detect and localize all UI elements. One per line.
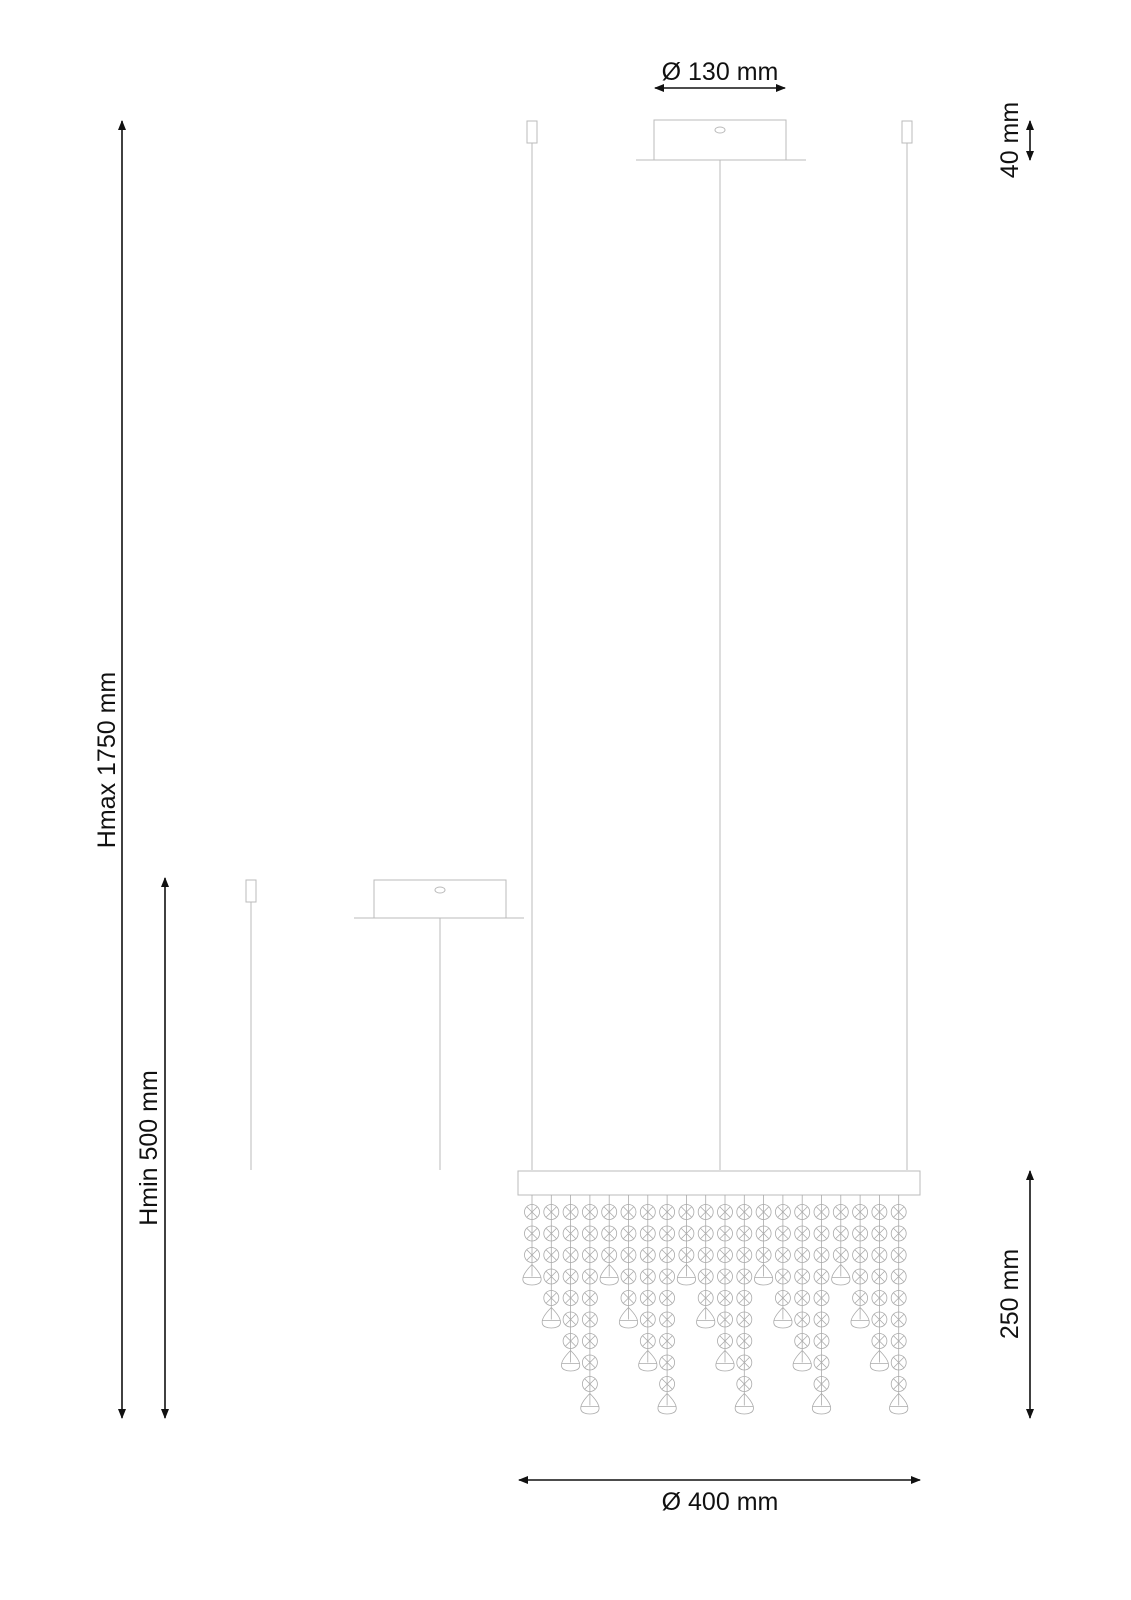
dim-fixture-diameter: Ø 400 mm [518,1476,921,1516]
canopy-diameter-label: Ø 130 mm [662,58,779,86]
crystal-strand [657,1195,677,1415]
crystal-strand [831,1195,851,1286]
dim-height-min: Hmin 500 mm [135,877,169,1419]
dim-canopy-height: 40 mm [996,102,1034,178]
crystal-strand [638,1195,658,1372]
height-min-label: Hmin 500 mm [135,1070,163,1226]
crystal-strand [676,1195,696,1286]
crystal-strand [599,1195,619,1286]
fixture-bar [517,1170,921,1196]
fixture-diameter-label: Ø 400 mm [662,1488,779,1516]
canopy-height-label: 40 mm [996,102,1024,178]
crystal-strand [850,1195,870,1329]
crystal-strand [541,1195,561,1329]
crystal-strands [522,1195,909,1415]
crystal-strand [811,1195,832,1415]
hanger-min [245,879,257,1170]
canopy-min [354,879,524,1170]
crystal-height-label: 250 mm [996,1249,1024,1339]
dim-canopy-diameter: Ø 130 mm [654,58,786,92]
dim-crystal-height: 250 mm [996,1170,1034,1419]
hanger-right-max [901,120,913,1170]
height-max-label: Hmax 1750 mm [93,672,121,848]
hanger-left-max [526,120,538,1170]
crystal-strand [618,1195,639,1329]
crystal-strand [715,1195,735,1372]
dim-height-max: Hmax 1750 mm [93,120,126,1419]
crystal-strand [773,1195,793,1329]
crystal-strand [561,1195,581,1372]
crystal-strand [734,1195,754,1415]
crystal-strand [696,1195,716,1329]
canopy-max [636,119,806,1170]
crystal-strand [792,1195,812,1372]
crystal-strand [869,1195,889,1372]
crystal-strand [754,1195,774,1286]
crystal-strand [580,1195,600,1415]
crystal-strand [889,1195,909,1415]
crystal-strand [522,1195,542,1286]
